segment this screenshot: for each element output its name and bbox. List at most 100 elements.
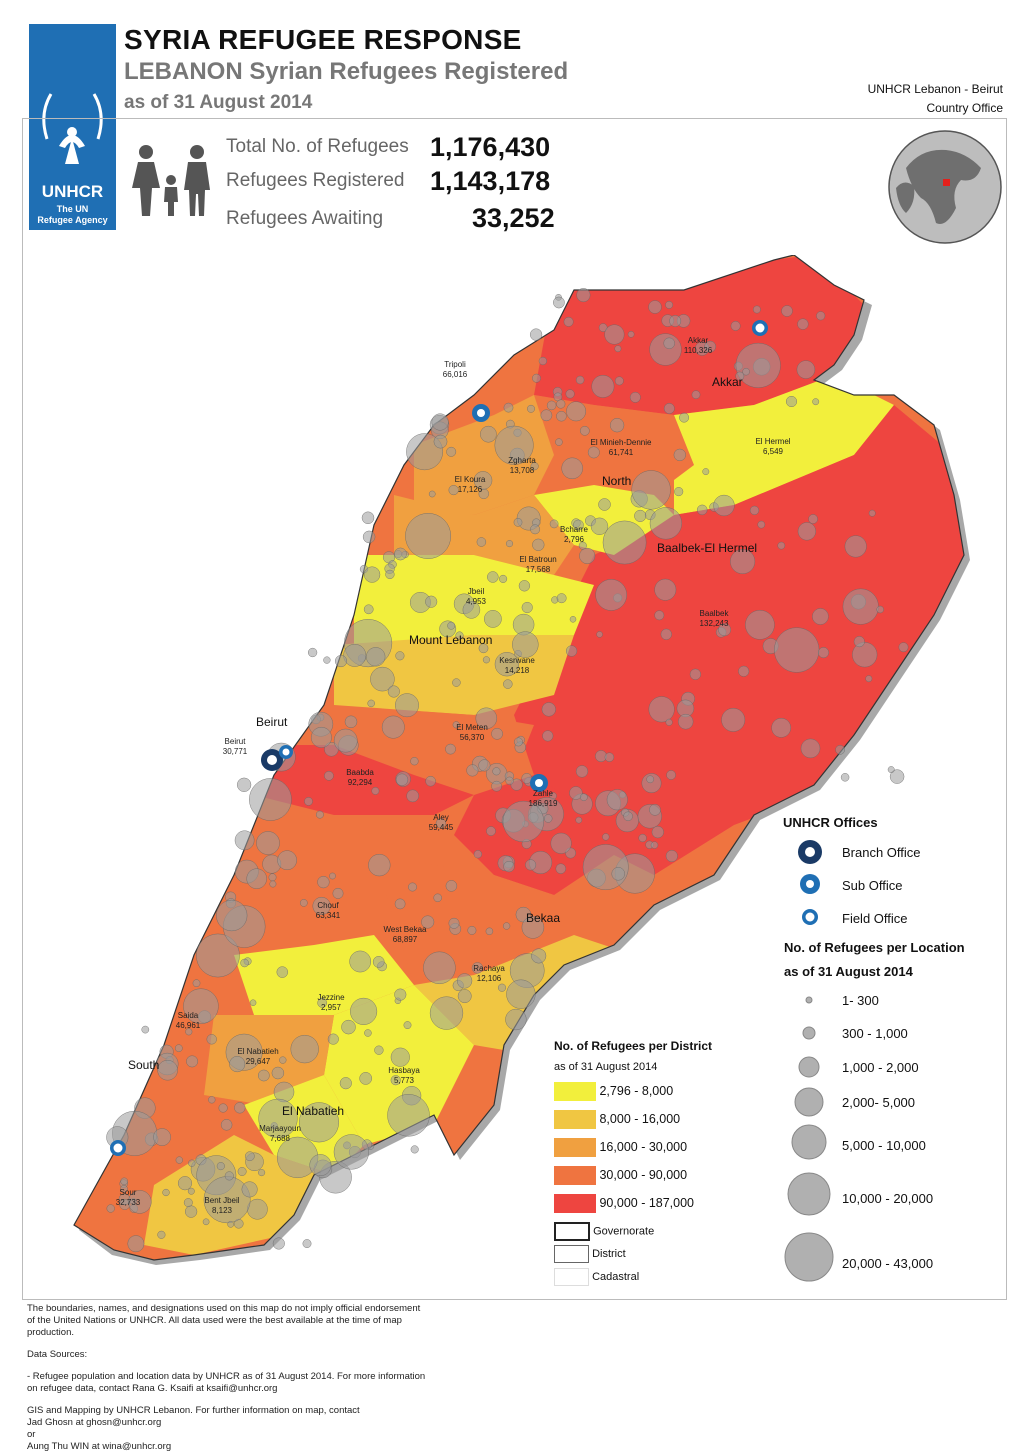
location-bubble — [598, 498, 611, 511]
location-bubble — [575, 765, 589, 778]
unhcr-emblem-icon — [42, 93, 103, 164]
district-baalbek — [514, 405, 964, 875]
district-name: Jezzine — [317, 993, 345, 1002]
location-bubble — [530, 462, 539, 471]
location-bubble — [183, 988, 219, 1024]
location-bubble — [579, 547, 596, 564]
location-bubble — [812, 398, 820, 406]
location-bubble — [786, 395, 798, 407]
location-bubble — [324, 771, 334, 781]
district-label: Baabda 92,294 — [346, 768, 374, 788]
district-label: Saida 46,961 — [176, 1011, 200, 1031]
location-bubble — [492, 767, 501, 776]
location-bubble — [721, 707, 746, 732]
location-bubble — [227, 1221, 234, 1228]
location-bubble — [774, 627, 820, 673]
location-bubble — [395, 773, 409, 786]
location-bubble — [521, 916, 545, 939]
offices-legend-title: UNHCR Offices — [783, 815, 878, 830]
bubble-legend-subtitle: as of 31 August 2014 — [784, 964, 913, 979]
location-bubble — [691, 390, 701, 399]
office-markers — [110, 320, 768, 1156]
logo-tagline: The UN Refugee Agency — [29, 204, 116, 226]
location-bubble — [503, 679, 513, 689]
globe-inset — [888, 130, 1002, 244]
location-bubble — [569, 786, 583, 800]
district-name: El Koura — [454, 475, 486, 484]
location-bubble — [421, 915, 435, 929]
district-legend-title: No. of Refugees per District — [554, 1039, 713, 1053]
field-office-icon — [802, 909, 818, 925]
location-bubble — [387, 1094, 430, 1137]
district-legend-subtitle: as of 31 August 2014 — [554, 1061, 658, 1073]
field-office-tyre-icon — [110, 1140, 126, 1156]
location-bubble — [390, 1047, 410, 1067]
district-value: 132,243 — [699, 619, 729, 628]
location-bubble — [604, 324, 625, 345]
district-name: Bent Jbeil — [204, 1196, 240, 1205]
location-bubble — [649, 507, 682, 540]
location-bubble — [272, 1237, 285, 1250]
district-name: Hasbaya — [388, 1066, 420, 1075]
location-bubble — [333, 728, 358, 753]
location-bubble — [364, 566, 381, 583]
legend-class-1-label: 2,796 - 8,000 — [599, 1083, 674, 1098]
district-value: 13,708 — [509, 466, 535, 475]
district-name: Zahle — [532, 789, 554, 798]
location-bubble — [269, 880, 277, 888]
location-bubble — [175, 1156, 183, 1164]
location-bubble — [462, 601, 481, 619]
location-bubble — [491, 780, 502, 792]
location-bubble — [309, 1154, 332, 1176]
district-value: 12,106 — [476, 974, 502, 983]
location-bubble — [304, 797, 313, 806]
location-bubble — [629, 391, 641, 403]
registered-label: Refugees Registered — [226, 170, 405, 191]
district-label: El Hermel 6,549 — [755, 437, 790, 457]
location-bubble — [162, 1188, 170, 1197]
district-label: Aley 59,445 — [429, 813, 453, 833]
location-bubble — [371, 787, 380, 795]
location-bubble — [361, 511, 375, 524]
district-value: 30,771 — [222, 747, 248, 756]
location-bubble — [757, 520, 766, 529]
district-name: Bcharre — [559, 525, 589, 534]
location-bubble — [372, 956, 385, 968]
legend-swatch-4 — [554, 1166, 596, 1185]
location-bubble — [550, 832, 572, 854]
bubble-symbol-7 — [784, 1232, 834, 1282]
district-value: 61,741 — [608, 448, 634, 457]
location-bubble — [702, 468, 710, 476]
district-label: Marjaayoun 7,688 — [259, 1124, 301, 1144]
location-bubble — [580, 793, 588, 802]
branch-office-label: Branch Office — [842, 845, 921, 860]
location-bubble — [565, 645, 578, 657]
location-bubble — [473, 471, 493, 490]
location-bubble — [669, 315, 682, 327]
legend-class-2: 8,000 - 16,000 — [554, 1110, 754, 1138]
gis-line-1: GIS and Mapping by UNHCR Lebanon. For fu… — [27, 1405, 360, 1416]
page-date: as of 31 August 2014 — [124, 92, 313, 113]
location-bubble — [128, 1190, 152, 1214]
bubble-symbol-3 — [798, 1056, 820, 1078]
location-bubble — [745, 609, 775, 640]
sub-office-zahle-icon — [530, 774, 548, 792]
location-bubble — [530, 328, 543, 341]
bubble-label-5: 5,000 - 10,000 — [842, 1138, 926, 1153]
location-bubble — [224, 1171, 234, 1181]
location-bubble — [364, 1029, 372, 1037]
location-bubble — [753, 305, 761, 314]
district-label: El Koura 17,126 — [455, 475, 486, 495]
awaiting-value: 33,252 — [472, 203, 555, 233]
location-bubble — [237, 1167, 247, 1176]
location-bubble — [673, 448, 686, 462]
district-value: 32,733 — [115, 1198, 141, 1207]
location-bubble — [771, 717, 792, 738]
cadastral-label: Cadastral — [592, 1270, 640, 1283]
location-bubble — [689, 668, 702, 680]
registered-value: 1,143,178 — [430, 166, 551, 196]
location-bubble — [448, 485, 459, 496]
location-bubble — [649, 333, 682, 366]
location-bubble — [602, 833, 610, 841]
legend-class-4: 30,000 - 90,000 — [554, 1166, 754, 1194]
